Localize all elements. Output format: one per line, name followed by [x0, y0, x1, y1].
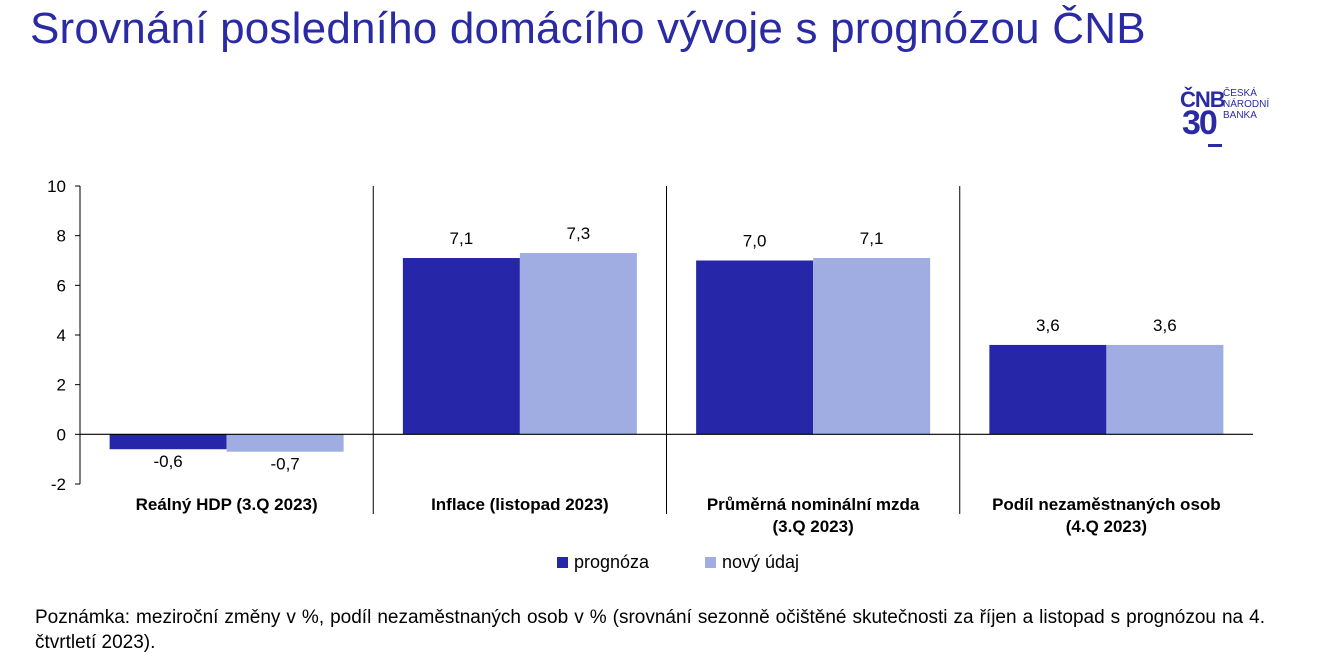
- data-label: 7,1: [450, 229, 474, 248]
- legend-label: prognóza: [574, 552, 650, 572]
- y-tick-label: 0: [57, 425, 66, 444]
- x-category-label: (4.Q 2023): [1066, 517, 1147, 536]
- x-category-label: Podíl nezaměstnaných osob: [992, 495, 1221, 514]
- x-category-label: Inflace (listopad 2023): [431, 495, 609, 514]
- data-label: -0,6: [153, 452, 182, 471]
- bar: [226, 434, 344, 452]
- data-label: 7,3: [567, 224, 591, 243]
- data-label: -0,7: [270, 455, 299, 474]
- bar-chart: -2 0 2 4 6 8 10 -0,6 -0,7 Reálný HDP (3.Q 2023) 7,…: [47, 177, 1253, 572]
- data-label: 3,6: [1036, 316, 1060, 335]
- legend-label: nový údaj: [722, 552, 799, 572]
- data-label: 7,0: [743, 232, 767, 251]
- x-category-label: Reálný HDP (3.Q 2023): [136, 495, 318, 514]
- bar: [989, 344, 1107, 435]
- y-tick-label: 4: [57, 326, 66, 345]
- x-category-label: (3.Q 2023): [772, 517, 853, 536]
- y-tick-label: 6: [57, 276, 66, 295]
- legend-swatch: [557, 557, 568, 568]
- x-category-label: Průměrná nominální mzda: [707, 495, 920, 514]
- logo-bar: [1208, 144, 1222, 147]
- bar: [109, 434, 227, 450]
- data-label: 7,1: [860, 229, 884, 248]
- bar: [519, 253, 637, 435]
- chart-note: Poznámka: meziroční změny v %, podíl nez…: [35, 607, 1265, 653]
- logo-text: ČESKÁ NÁRODNÍ BANKA: [1223, 88, 1270, 121]
- data-label: 3,6: [1153, 316, 1177, 335]
- page-title: Srovnání posledního domácího vývoje s pr…: [30, 4, 1146, 53]
- logo-anniversary: 30: [1182, 104, 1218, 142]
- legend-swatch: [705, 557, 716, 568]
- y-tick-label: 2: [57, 376, 66, 395]
- y-tick-label: 10: [47, 177, 66, 196]
- y-tick-label: 8: [57, 227, 66, 246]
- bar: [1106, 344, 1224, 435]
- cnb-logo: ČNB 30 ČESKÁ NÁRODNÍ BANKA: [1178, 86, 1298, 156]
- bar: [696, 260, 814, 435]
- bar: [402, 258, 520, 435]
- y-tick-label: -2: [51, 475, 66, 494]
- logo-mark: ČNB: [1180, 87, 1226, 112]
- bar: [813, 258, 931, 435]
